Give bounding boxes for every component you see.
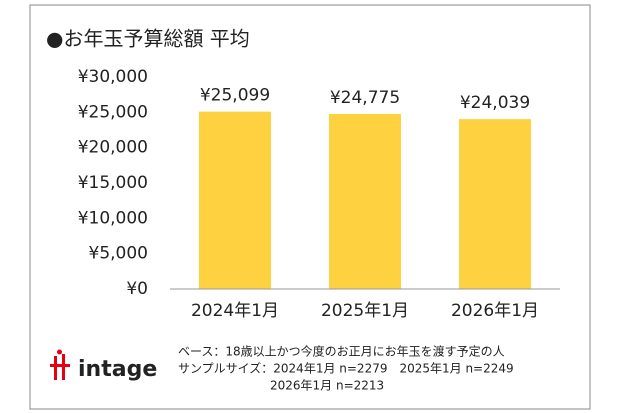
x-tick-label: 2024年1月: [191, 301, 279, 321]
y-tick-label: ¥0: [126, 279, 148, 299]
bar: [329, 113, 401, 289]
logo-text: intage: [78, 357, 157, 382]
logo-icon: [50, 349, 70, 380]
note: サンプルサイズ：2024年1月 n=2279 2025年1月 n=2249: [178, 361, 514, 376]
y-tick-label: ¥5,000: [89, 244, 148, 264]
y-tick-label: ¥25,000: [78, 102, 148, 122]
note: ベース：18歳以上かつ今度のお正月にお年玉を渡す予定の人: [178, 344, 505, 359]
y-tick-label: ¥15,000: [78, 173, 148, 193]
y-tick-label: ¥20,000: [78, 138, 148, 158]
x-tick-label: 2025年1月: [321, 301, 409, 321]
y-tick-label: ¥10,000: [78, 208, 148, 228]
note: 2026年1月 n=2213: [270, 379, 384, 393]
data-label: ¥25,099: [200, 86, 270, 106]
data-label: ¥24,039: [460, 93, 530, 113]
bar: [199, 111, 271, 290]
x-tick-label: 2026年1月: [451, 301, 539, 321]
data-label: ¥24,775: [330, 88, 400, 108]
chart-title: ●お年玉予算総額 平均: [46, 27, 250, 51]
y-tick-label: ¥30,000: [78, 67, 148, 87]
bar: [459, 119, 531, 290]
